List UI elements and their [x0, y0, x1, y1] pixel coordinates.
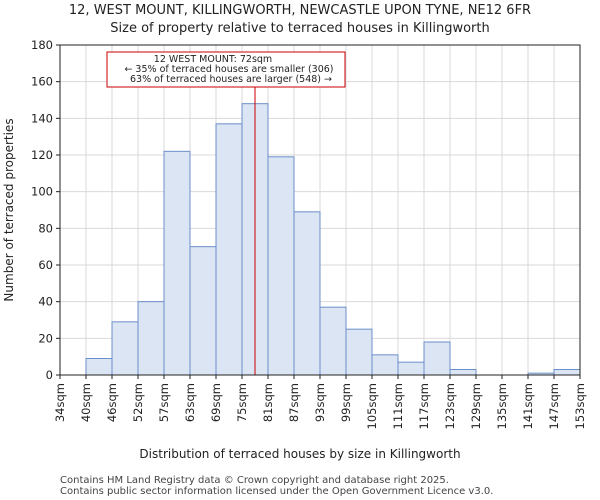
- y-tick-label: 140: [31, 111, 53, 125]
- x-tick-label: 57sqm: [157, 383, 171, 422]
- x-tick-label: 75sqm: [235, 383, 249, 422]
- x-tick-label: 99sqm: [339, 383, 353, 422]
- bar-87sqm: [293, 211, 321, 376]
- x-tick-label: 129sqm: [469, 383, 483, 429]
- x-tick-label: 81sqm: [261, 383, 275, 422]
- y-tick-label: 120: [31, 148, 53, 162]
- x-tick-label: 111sqm: [391, 383, 405, 429]
- annotation-line-3: 63% of terraced houses are larger (548) …: [130, 74, 332, 85]
- x-tick-label: 147sqm: [547, 383, 561, 429]
- x-tick-label: 34sqm: [53, 383, 67, 422]
- y-tick-label: 60: [38, 258, 53, 272]
- bar-46sqm: [111, 321, 139, 376]
- bar-40sqm: [85, 358, 113, 376]
- x-axis-label: Distribution of terraced houses by size …: [139, 447, 460, 461]
- x-tick-labels: 34sqm 40sqm 46sqm 52sqm 57sqm 63sqm 69sqm 75sqm…: [53, 383, 587, 429]
- annotation-frame: [106, 51, 346, 88]
- y-axis-label: Number of terraced properties: [2, 118, 16, 301]
- bar-81sqm: [267, 156, 295, 376]
- x-tick-label: 52sqm: [131, 383, 145, 422]
- x-tick-label: 141sqm: [521, 383, 535, 429]
- x-tick-label: 117sqm: [417, 383, 431, 429]
- chart-subtitle: Size of property relative to terraced ho…: [110, 21, 490, 36]
- bar-63sqm: [189, 246, 217, 376]
- bar-117sqm: [423, 341, 451, 376]
- bar-69sqm: [215, 123, 243, 376]
- x-tick-label: 87sqm: [287, 383, 301, 422]
- x-tick-label: 63sqm: [183, 383, 197, 422]
- x-tick-label: 40sqm: [79, 383, 93, 422]
- bar-123sqm: [449, 369, 477, 376]
- y-tick-label: 40: [38, 295, 53, 309]
- axes: [56, 44, 581, 379]
- annotation-line-2: ← 35% of terraced houses are smaller (30…: [124, 64, 333, 75]
- bar-99sqm: [345, 328, 373, 376]
- y-tick-label: 160: [31, 75, 53, 89]
- y-tick-label: 20: [38, 331, 53, 345]
- bar-57sqm: [163, 150, 191, 376]
- x-tick-label: 105sqm: [365, 383, 379, 429]
- bars: [85, 103, 581, 376]
- annotation-line-1: 12 WEST MOUNT: 72sqm: [154, 54, 272, 65]
- x-tick-label: 69sqm: [209, 383, 223, 422]
- x-tick-label: 93sqm: [313, 383, 327, 422]
- x-tick-label: 123sqm: [443, 383, 457, 429]
- y-tick-label: 180: [31, 38, 53, 52]
- y-tick-label: 0: [46, 368, 53, 382]
- y-tick-label: 80: [38, 221, 53, 235]
- x-tick-label: 153sqm: [573, 383, 587, 429]
- y-tick-labels: 0 20 40 60 80 100 120 140 160 180: [31, 38, 53, 382]
- bar-52sqm: [137, 301, 165, 376]
- bar-105sqm: [371, 354, 399, 376]
- x-tick-label: 46sqm: [105, 383, 119, 422]
- y-tick-label: 100: [31, 185, 53, 199]
- bar-111sqm: [397, 361, 425, 376]
- bar-93sqm: [319, 306, 347, 376]
- x-tick-label: 135sqm: [495, 383, 509, 429]
- bar-147sqm: [553, 369, 581, 376]
- footer-line-1: Contains HM Land Registry data © Crown c…: [60, 475, 449, 486]
- footer-line-2: Contains public sector information licen…: [60, 486, 493, 497]
- chart-title: 12, WEST MOUNT, KILLINGWORTH, NEWCASTLE …: [69, 3, 531, 18]
- annotation-box: 12 WEST MOUNT: 72sqm ← 35% of terraced h…: [106, 51, 346, 88]
